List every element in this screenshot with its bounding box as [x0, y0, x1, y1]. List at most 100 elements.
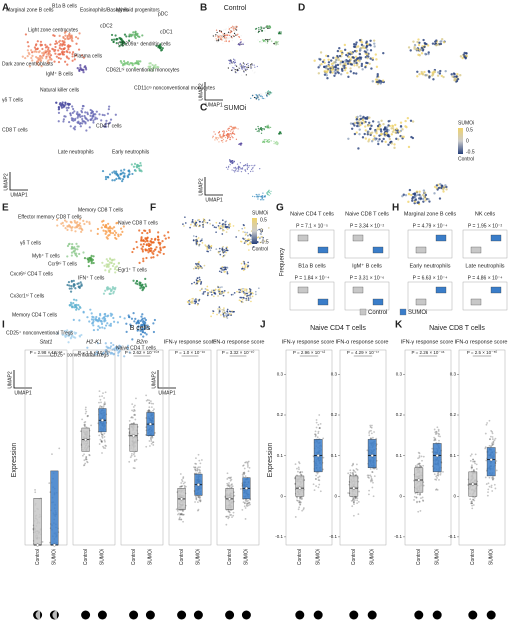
cell-dot	[247, 243, 250, 246]
cell-dot	[110, 351, 113, 355]
cell-dot	[149, 62, 152, 65]
cell-dot	[92, 318, 95, 321]
jitter-dot	[299, 497, 301, 500]
cell-dot	[436, 74, 440, 77]
cell-dot	[347, 60, 350, 63]
cell-dot	[337, 58, 341, 62]
cell-dot	[456, 73, 459, 76]
cell-dot	[135, 322, 138, 325]
p-value: P = 4.29 × 10⁻¹⁷	[347, 350, 380, 355]
cell-dot	[117, 354, 120, 357]
cell-dot	[214, 39, 216, 42]
cell-dot	[201, 238, 203, 240]
plot-title: Marginal zone B cells	[404, 211, 457, 217]
jitter-dot	[194, 468, 196, 471]
cell-dot	[252, 246, 255, 248]
cell-dot	[61, 44, 64, 47]
jitter-dot	[182, 477, 185, 480]
cell-dot	[264, 240, 266, 243]
cell-dot	[152, 330, 156, 334]
cell-dot	[67, 44, 70, 47]
cell-dot	[234, 126, 237, 128]
cell-dot	[202, 291, 205, 293]
plot-title: B2m	[136, 339, 148, 345]
jitter-dot	[41, 541, 44, 543]
cell-dot	[262, 40, 265, 43]
cell-dot	[268, 139, 270, 141]
jitter-dot	[318, 414, 321, 416]
jitter-dot	[178, 512, 180, 515]
jitter-dot	[296, 467, 298, 470]
cell-dot	[222, 228, 224, 231]
cell-dot	[36, 56, 39, 60]
y-tick-label: 0.1	[396, 453, 403, 458]
cell-dot	[115, 237, 118, 241]
cell-dot	[413, 200, 417, 203]
cell-dot	[273, 140, 275, 143]
jitter-dot	[244, 475, 247, 478]
jitter-dot	[231, 483, 233, 486]
cell-dot	[444, 184, 447, 187]
cell-dot	[247, 261, 249, 264]
jitter-dot	[148, 410, 151, 412]
jitter-dot	[347, 492, 350, 494]
cell-dot	[82, 120, 86, 123]
jitter-dot	[416, 501, 418, 504]
cell-dot	[258, 26, 260, 29]
cell-dot	[195, 235, 198, 238]
jitter-dot	[357, 500, 360, 503]
cell-dot	[227, 314, 230, 316]
cell-dot	[104, 232, 107, 235]
jitter-dot	[317, 432, 320, 435]
cell-dot	[74, 305, 77, 309]
y-tick-label: -0.1	[448, 534, 456, 539]
cell-dot	[235, 25, 237, 27]
cell-dot	[228, 27, 231, 30]
cell-dot	[416, 70, 419, 73]
cell-dot	[223, 315, 225, 317]
plot-title: Naive CD8 T cells	[345, 211, 389, 217]
box	[352, 286, 364, 294]
cell-dot	[249, 241, 251, 244]
cell-dot	[387, 133, 390, 137]
cell-dot	[83, 257, 87, 260]
legend-bottom: Control	[458, 156, 474, 162]
jitter-dot	[243, 505, 246, 508]
cell-dot	[244, 288, 246, 290]
jitter-dot	[98, 434, 101, 437]
cell-dot	[39, 57, 42, 61]
cell-dot	[127, 39, 131, 42]
cell-dot	[334, 61, 337, 64]
jitter-dot	[226, 472, 229, 475]
cell-dot	[232, 128, 234, 130]
x-tick-label: SUMOi	[316, 549, 322, 565]
cell-dot	[420, 52, 424, 55]
cell-dot	[92, 328, 96, 332]
cell-dot	[277, 31, 279, 33]
jitter-dot	[245, 504, 248, 507]
jitter-dot	[225, 523, 228, 526]
jitter-dot	[298, 506, 301, 509]
jitter-dot	[437, 435, 440, 437]
cell-dot	[149, 247, 152, 250]
cell-dot	[64, 60, 67, 63]
plot-frame	[289, 281, 335, 311]
jitter-dot	[437, 432, 440, 435]
cell-dot	[54, 45, 57, 49]
cell-dot	[221, 219, 224, 222]
cell-dot	[108, 270, 111, 274]
jitter-dot	[225, 515, 228, 518]
jitter-dot	[83, 464, 86, 466]
cell-dot	[104, 175, 108, 179]
cell-dot	[31, 54, 34, 57]
cell-dot	[131, 64, 134, 67]
cell-dot	[407, 145, 411, 149]
cell-dot	[235, 127, 237, 129]
cell-dot	[364, 125, 367, 128]
cell-dot	[422, 189, 426, 192]
cell-dot	[212, 35, 215, 37]
jitter-dot	[180, 513, 182, 516]
cell-dot	[109, 324, 112, 327]
cell-dot	[253, 96, 256, 99]
cell-dot	[229, 37, 231, 39]
